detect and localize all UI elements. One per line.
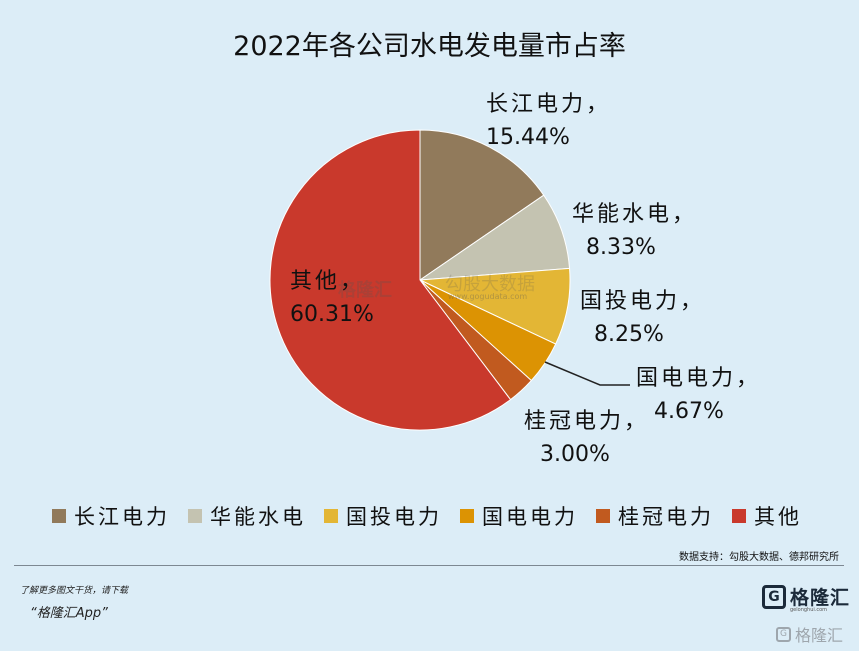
footer-divider	[14, 565, 844, 566]
footer-note: 了解更多图文干货，请下载	[20, 586, 129, 596]
legend-label: 国投电力	[346, 505, 442, 529]
legend-item-guiguan: 桂冠电力	[596, 501, 714, 531]
slice-label-name: 长江电力，	[486, 92, 612, 117]
legend-label: 其他	[754, 505, 802, 529]
slice-label-name: 华能水电，	[572, 202, 698, 227]
data-source: 数据支持：勾股大数据、德邦研究所	[679, 552, 839, 563]
slice-label-value: 8.25%	[594, 322, 664, 347]
slice-label-value: 15.44%	[486, 125, 570, 150]
legend-label: 桂冠电力	[618, 505, 714, 529]
legend-item-guodian: 国电电力	[460, 501, 578, 531]
center-watermark-brand: 格隆汇	[338, 280, 392, 301]
chart-title: 2022年各公司水电发电量市占率	[233, 31, 626, 62]
slice-label-name: 桂冠电力，	[524, 409, 650, 434]
slice-label-value: 8.33%	[586, 235, 656, 260]
watermark-logo-icon: G	[776, 626, 791, 642]
brand-logo-icon: G	[762, 584, 786, 609]
legend-swatch	[596, 509, 610, 523]
slice-label-value: 4.67%	[654, 399, 724, 424]
legend-swatch	[188, 509, 202, 523]
brand-url: gelonghui.com	[790, 607, 828, 613]
legend-swatch	[732, 509, 746, 523]
slice-label-name: 国电电力，	[636, 366, 762, 391]
watermark-text: 格隆汇	[795, 626, 844, 645]
legend-swatch	[52, 509, 66, 523]
slice-label-guotou: 国投电力， 8.25%	[580, 285, 705, 351]
legend-label: 长江电力	[74, 505, 170, 529]
footer-app-name: “格隆汇App”	[30, 606, 108, 621]
slice-label-other: 其他， 60.31%	[290, 265, 374, 331]
center-watermark-url: www.gogudata.com	[448, 292, 528, 301]
slice-label-value: 3.00%	[540, 442, 610, 467]
leader-line-guodian	[544, 361, 630, 386]
pie-slice-other	[269, 129, 512, 431]
chart-legend: 长江电力 华能水电 国投电力 国电电力 桂冠电力 其他	[52, 500, 832, 532]
center-watermark-gogu: 勾股大数据	[445, 274, 535, 295]
legend-label: 华能水电	[210, 505, 306, 529]
brand-name: 格隆汇	[790, 587, 851, 609]
brand-logo-block: G 格隆汇 gelonghui.com	[762, 583, 851, 613]
legend-item-guotou: 国投电力	[324, 501, 442, 531]
slice-label-guodian: 国电电力， 4.67%	[636, 362, 761, 428]
legend-item-other: 其他	[732, 501, 802, 531]
slice-label-value: 60.31%	[290, 302, 374, 327]
slice-label-guiguan: 桂冠电力， 3.00%	[524, 405, 649, 471]
legend-swatch	[460, 509, 474, 523]
legend-item-changjiang: 长江电力	[52, 501, 170, 531]
legend-item-huaneng: 华能水电	[188, 501, 306, 531]
legend-swatch	[324, 509, 338, 523]
pie-slice-changjiang	[419, 129, 545, 281]
corner-watermark: G 格隆汇	[776, 622, 843, 646]
slice-label-name: 其他，	[290, 269, 366, 294]
legend-label: 国电电力	[482, 505, 578, 529]
slice-label-name: 国投电力，	[580, 289, 706, 314]
slice-label-changjiang: 长江电力， 15.44%	[486, 88, 611, 154]
slice-label-huaneng: 华能水电， 8.33%	[572, 198, 697, 264]
